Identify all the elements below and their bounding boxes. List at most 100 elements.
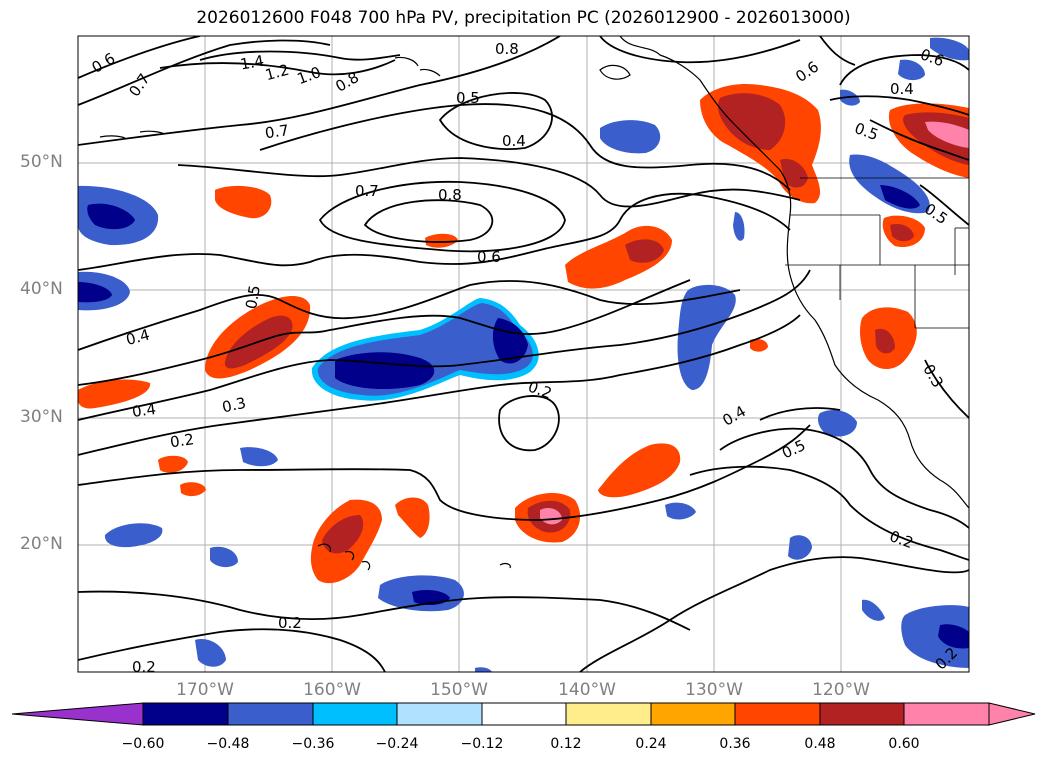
pos-blob <box>78 379 151 409</box>
neg-blob <box>210 546 238 568</box>
contour-label: 0.6 <box>792 57 822 85</box>
contour-label: 0.2 <box>526 377 555 402</box>
contour-label: 0.5 <box>456 89 480 107</box>
lon-label-140w: 140°W <box>558 680 616 700</box>
lat-label-20n: 20°N <box>20 534 63 554</box>
colorbar-tick: 0.24 <box>635 736 667 752</box>
lon-label-120w: 120°W <box>812 680 870 700</box>
neg-blob <box>104 523 163 548</box>
contour-label: 0.5 <box>242 284 264 311</box>
coastlines <box>99 36 969 571</box>
neg-blob <box>475 667 492 672</box>
pos-blob <box>890 224 914 242</box>
neg-blob <box>240 447 278 467</box>
contour-label: 0.2 <box>169 430 195 451</box>
colorbar-tick: 0.36 <box>719 736 751 752</box>
pos-blob <box>598 443 681 498</box>
contour-label: 0.8 <box>495 40 519 58</box>
map-border <box>77 35 970 673</box>
positive-anomaly-areas <box>78 83 969 584</box>
pos-blob <box>180 482 206 497</box>
lat-label-50n: 50°N <box>20 152 63 172</box>
colorbar-tick: 0.48 <box>804 736 836 752</box>
lon-label-150w: 150°W <box>430 680 488 700</box>
contour-label: 0.3 <box>221 394 248 417</box>
neg-blob <box>195 639 226 667</box>
colorbar-bin <box>396 702 483 726</box>
colorbar-tick: 0.60 <box>888 736 920 752</box>
colorbar-bin <box>819 702 905 726</box>
contour-label: 0.5 <box>779 436 808 462</box>
colorbar-extend-high <box>988 702 1036 726</box>
pos-blob <box>925 121 969 148</box>
figure-title: 2026012600 F048 700 hPa PV, precipitatio… <box>196 8 851 28</box>
colorbar <box>11 702 1036 726</box>
contour-label: 0.4 <box>124 325 152 349</box>
neg-blob <box>901 605 969 668</box>
colorbar-tick: −0.12 <box>460 736 504 752</box>
contour-label: 0.4 <box>719 402 749 430</box>
lon-label-160w: 160°W <box>303 680 361 700</box>
pos-blob <box>750 338 768 352</box>
neg-blob <box>87 203 135 230</box>
pos-blob <box>395 497 430 538</box>
pos-blob <box>215 185 272 219</box>
colorbar-tick: −0.60 <box>121 736 165 752</box>
pos-blob <box>625 239 664 263</box>
pos-blob <box>717 93 786 150</box>
pos-blob <box>158 455 188 473</box>
contour-label: 0.6 <box>89 49 119 77</box>
neg-blob <box>78 282 112 303</box>
neg-blob <box>492 318 528 364</box>
lat-label-30n: 30°N <box>20 407 63 427</box>
contour-label: 1.0 <box>295 63 324 88</box>
colorbar-bin <box>565 702 652 726</box>
neg-blob <box>818 410 857 437</box>
contour-label: 0.7 <box>355 182 379 200</box>
contour-label: 0.2 <box>887 527 916 552</box>
neg-blob <box>677 284 736 390</box>
political-borders <box>785 177 969 329</box>
colorbar-bin <box>903 702 990 726</box>
colorbar-tick: −0.36 <box>291 736 335 752</box>
neg-blob <box>733 212 745 241</box>
colorbar-tick: −0.48 <box>206 736 250 752</box>
colorbar-tick: 0.12 <box>550 736 582 752</box>
contour-label: 0.8 <box>438 186 462 204</box>
colorbar-bin <box>312 702 398 726</box>
contour-label: 1.2 <box>263 61 291 85</box>
contour-label: 0.6 <box>477 248 501 266</box>
neg-blob <box>880 185 920 209</box>
colorbar-bin <box>650 702 736 726</box>
colorbar-tick: −0.24 <box>375 736 419 752</box>
colorbar-bin <box>481 702 567 726</box>
lat-label-40n: 40°N <box>20 279 63 299</box>
neg-blob <box>930 37 969 61</box>
negative-anomaly-areas <box>78 37 969 672</box>
pv-contours <box>78 36 969 672</box>
colorbar-extend-low <box>11 702 144 726</box>
neg-blob <box>600 120 661 154</box>
pos-blob <box>322 515 364 554</box>
colorbar-bin <box>227 702 314 726</box>
neg-blob <box>862 599 885 621</box>
neg-blob <box>938 624 969 649</box>
contour-label: 0.4 <box>131 400 157 421</box>
contour-label: 1.4 <box>239 52 266 74</box>
contour-label: 0.7 <box>264 121 290 142</box>
neg-blob <box>788 535 812 560</box>
lon-label-130w: 130°W <box>685 680 743 700</box>
pos-blob <box>780 159 808 188</box>
neg-blob <box>898 59 925 81</box>
colorbar-bin <box>734 702 821 726</box>
contour-label: 0.2 <box>278 614 302 632</box>
contour-label: 0.4 <box>890 80 914 98</box>
neg-blob <box>665 502 696 520</box>
lon-label-170w: 170°W <box>176 680 234 700</box>
pos-blob <box>875 328 895 354</box>
pos-blob <box>425 233 458 248</box>
contour-label: 0.2 <box>132 658 156 676</box>
colorbar-bin <box>142 702 229 726</box>
contour-label: 0.3 <box>919 361 947 391</box>
